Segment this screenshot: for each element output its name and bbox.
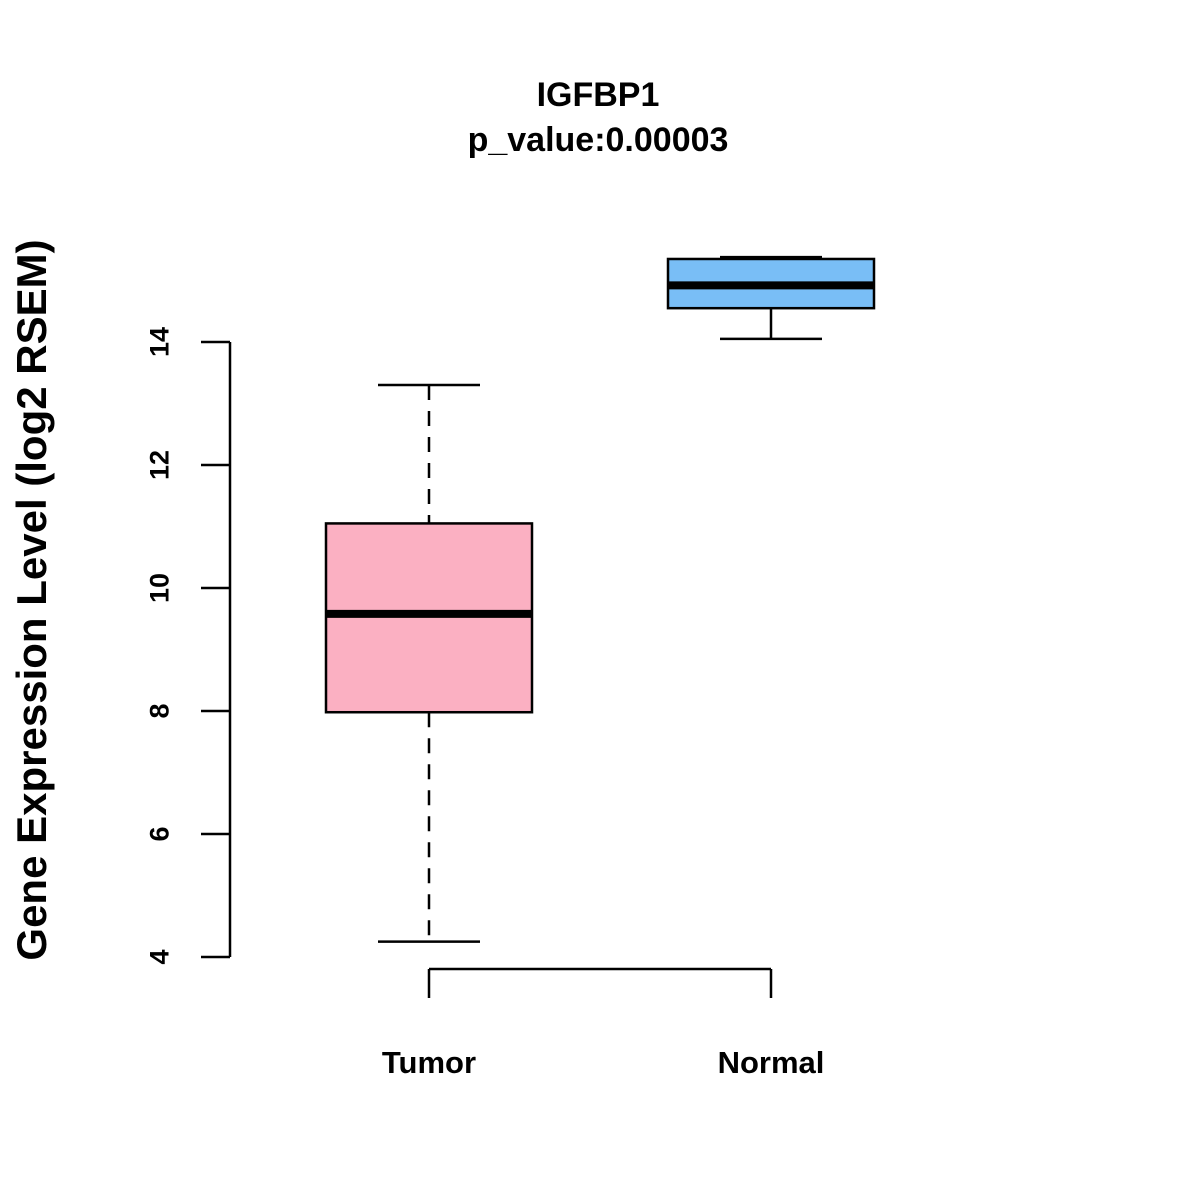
y-tick-label: 6 [144,826,174,841]
y-tick-label: 8 [144,703,174,718]
y-tick-label: 12 [144,450,174,480]
box-tumor [324,383,534,943]
x-tick-label-tumor: Tumor [382,1045,476,1080]
y-tick-label: 10 [144,573,174,603]
y-tick-label: 14 [144,327,174,357]
chart-title: IGFBP1 [537,76,660,114]
x-tick-label-normal: Normal [718,1045,825,1080]
chart-subtitle: p_value:0.00003 [468,121,729,159]
boxes [324,255,876,943]
y-axis: 4 6 8 10 12 14 [144,327,232,965]
box-normal [666,255,876,341]
x-axis: Tumor Normal [382,967,825,1080]
y-tick-label: 4 [144,949,174,964]
y-axis-label: Gene Expression Level (log2 RSEM) [8,239,55,960]
